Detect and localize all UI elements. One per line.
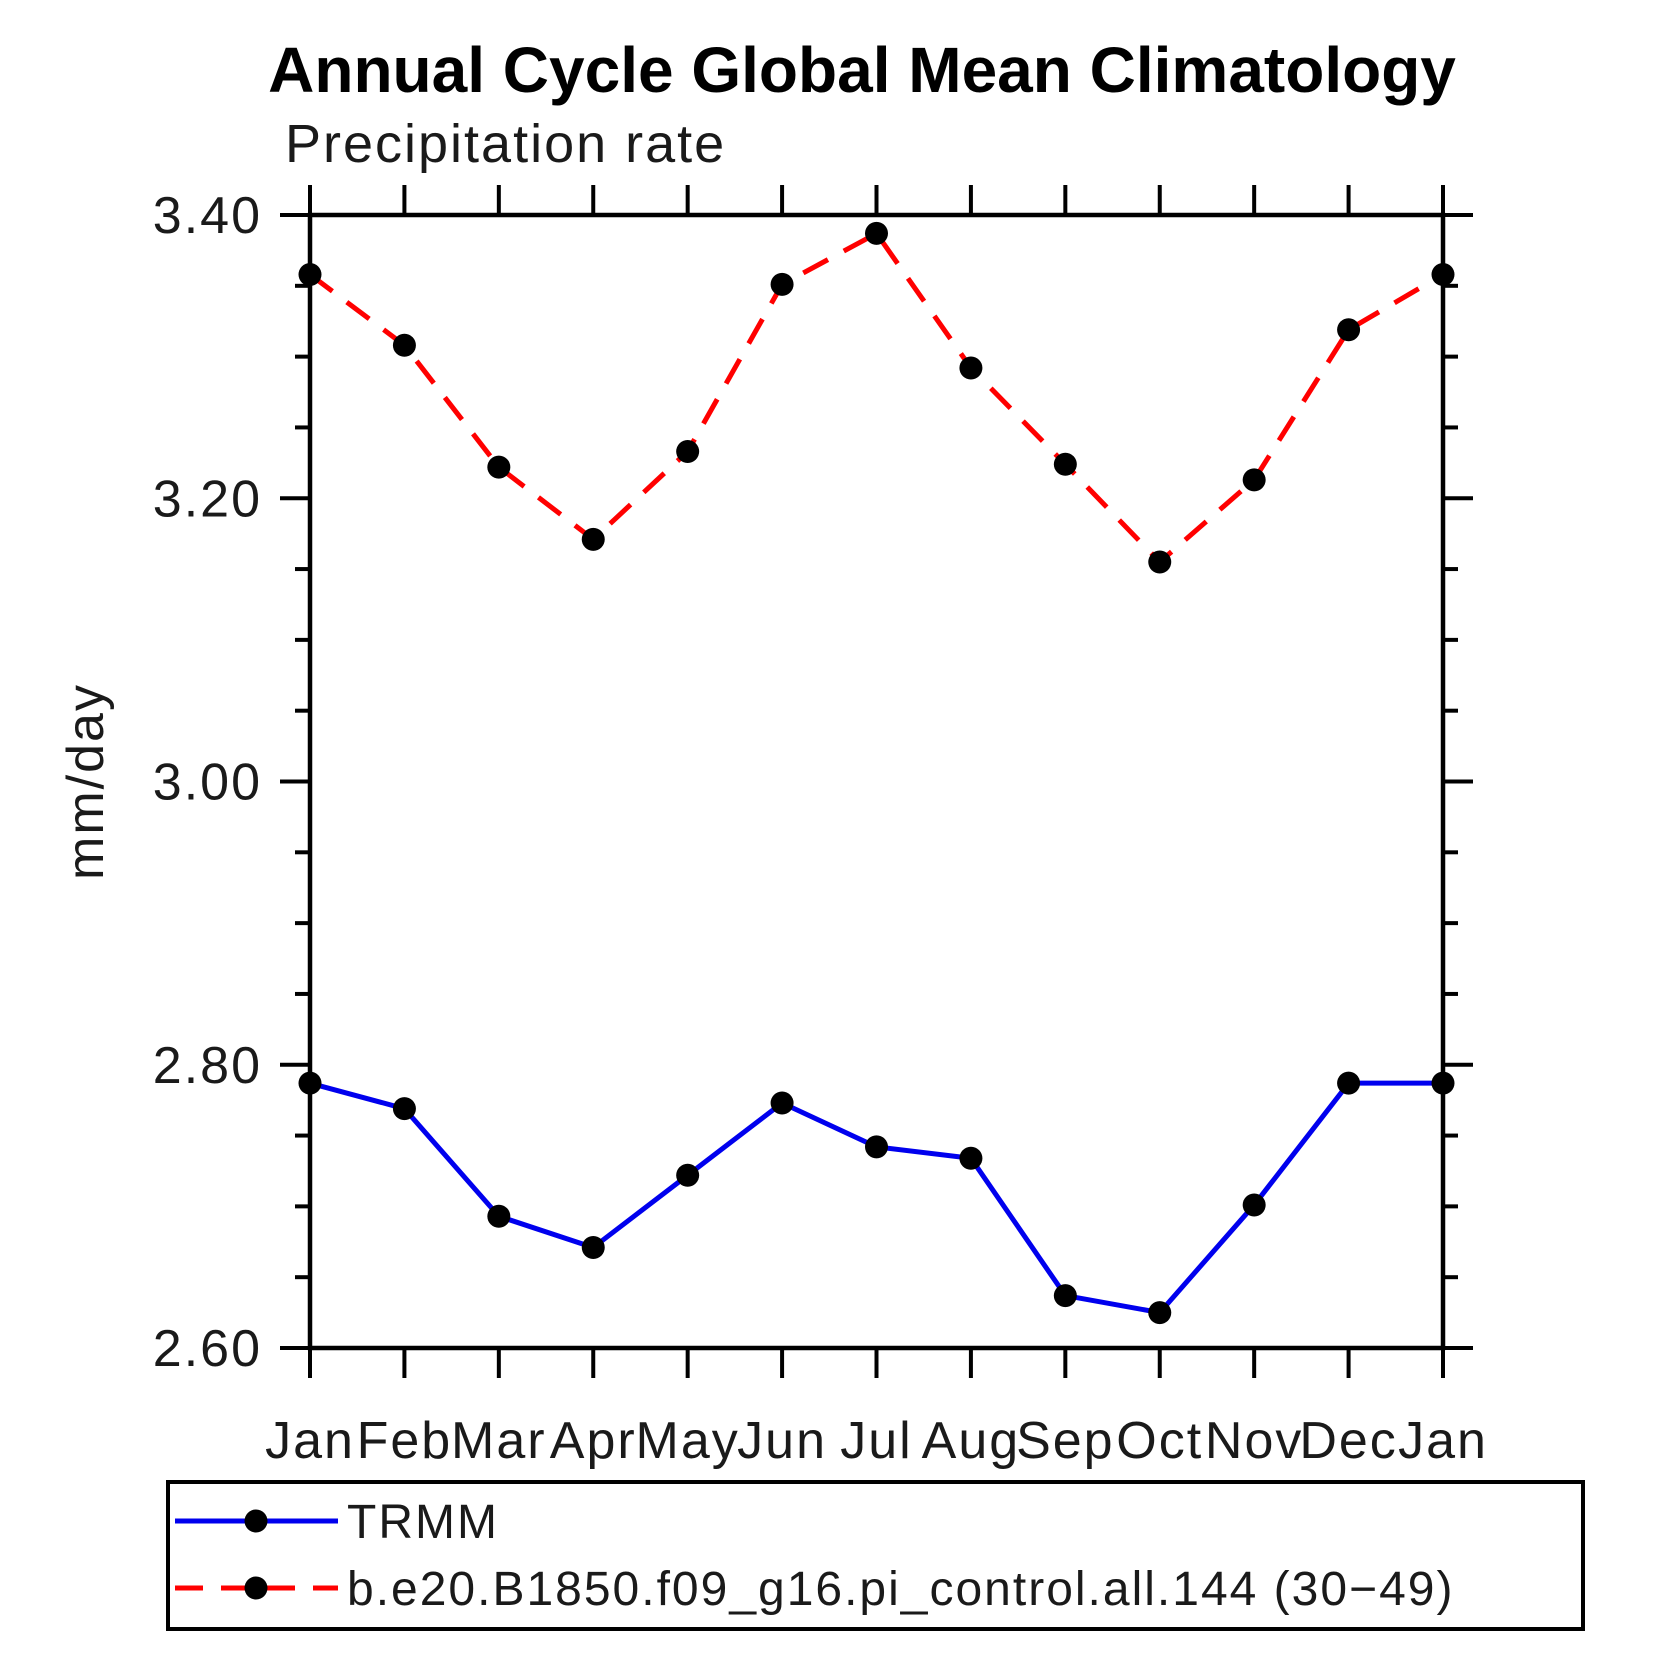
data-point-marker [770, 1091, 794, 1115]
data-point-marker [1053, 452, 1077, 476]
series-line-1 [308, 230, 1445, 565]
data-point-marker [581, 527, 605, 551]
legend-label-trmm: TRMM [347, 1496, 499, 1549]
data-point-marker [865, 1135, 888, 1159]
data-point-marker [1242, 468, 1266, 492]
data-point-marker [1337, 318, 1361, 342]
x-tick-label: Jan [1398, 1412, 1488, 1470]
data-point-marker [1431, 262, 1455, 286]
data-point-marker [676, 440, 700, 464]
x-tick-label: May [636, 1412, 740, 1470]
x-tick-label: Dec [1299, 1412, 1397, 1470]
data-point-marker [487, 455, 511, 479]
y-axis: 2.60 2.80 3.00 3.20 3.40 [153, 187, 1473, 1378]
x-tick-label: Nov [1205, 1412, 1303, 1470]
data-point-marker [770, 272, 794, 296]
chart-title: Annual Cycle Global Mean Climatology [268, 34, 1456, 106]
x-tick-label: Oct [1116, 1412, 1203, 1470]
data-point-marker [1053, 1284, 1077, 1308]
data-point-marker [298, 1071, 322, 1095]
plot-area [298, 221, 1455, 1325]
data-point-marker [676, 1163, 700, 1187]
y-tick-label: 3.40 [153, 187, 262, 245]
x-tick-label: Apr [550, 1412, 637, 1470]
legend-label-model: b.e20.B1850.f09_g16.pi_control.all.144 (… [347, 1563, 1454, 1616]
chart-subtitle: Precipitation rate [285, 114, 726, 174]
data-point-marker [298, 262, 322, 286]
y-tick-label: 3.00 [153, 754, 262, 812]
data-point-marker [1242, 1193, 1266, 1217]
data-point-marker [1148, 550, 1172, 574]
y-tick-label: 3.20 [153, 470, 262, 528]
x-tick-label: Sep [1016, 1412, 1115, 1470]
data-point-marker [392, 333, 416, 357]
data-point-marker [959, 356, 983, 380]
x-tick-label: Jul [840, 1412, 912, 1470]
y-tick-label: 2.80 [153, 1037, 262, 1095]
data-point-marker [392, 1097, 416, 1121]
y-tick-label: 2.60 [153, 1320, 262, 1378]
legend-marker-trmm [244, 1509, 268, 1533]
data-point-marker [487, 1204, 511, 1228]
x-tick-label: Mar [451, 1412, 547, 1470]
data-point-marker [1148, 1301, 1172, 1325]
series-line-0 [309, 1080, 1443, 1316]
data-point-marker [865, 221, 888, 245]
data-point-marker [581, 1235, 605, 1259]
x-tick-label: Jan [265, 1412, 355, 1470]
legend-marker-model [244, 1576, 268, 1600]
x-tick-label: Jun [737, 1412, 827, 1470]
legend-box [166, 1480, 1585, 1631]
data-point-marker [1337, 1071, 1361, 1095]
x-tick-label: Feb [357, 1412, 453, 1470]
y-axis-label: mm/day [57, 683, 115, 880]
data-point-marker [1431, 1071, 1455, 1095]
legend: TRMM b.e20.B1850.f09_g16.pi_control.all.… [166, 1480, 1585, 1631]
data-point-marker [959, 1146, 983, 1170]
x-tick-label: Aug [922, 1412, 1021, 1470]
